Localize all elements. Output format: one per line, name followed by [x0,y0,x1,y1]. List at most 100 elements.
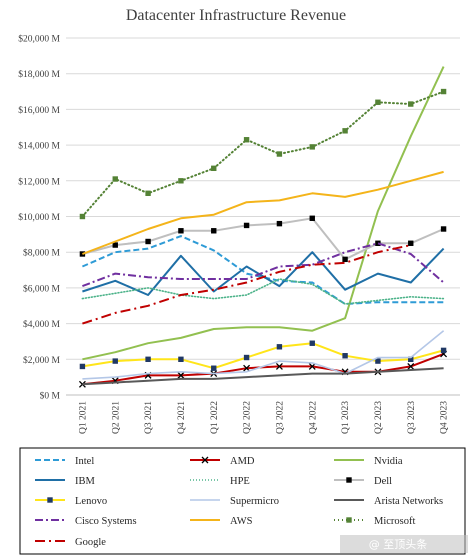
legend-label: Intel [75,456,94,467]
y-tick-labels: $0 M $2,000 M $4,000 M $6,000 M $8,000 M $10,… [18,34,60,402]
legend-label: AWS [230,516,253,527]
data-point [145,238,151,245]
series-line [82,66,445,361]
series-supermicro [82,330,445,380]
legend-item: HPE [190,476,250,487]
legend-item: Lenovo [35,496,107,507]
legend-label: IBM [75,476,96,487]
legend-label: Nvidia [374,456,403,467]
x-tick-label: Q3 2023 [407,401,417,434]
data-point [276,344,283,350]
series-google [82,244,412,325]
series-aws [82,170,444,255]
legend-label: Lenovo [75,496,107,507]
legend-label: AMD [230,456,255,467]
data-point [375,358,381,364]
legend-label: Cisco Systems [75,516,137,527]
legend-item: Intel [35,456,94,467]
series-lenovo [79,340,447,371]
legend-item: Nvidia [334,456,403,467]
series-arista-networks [82,367,444,386]
legend-label: HPE [230,476,250,487]
y-tick-label: $20,000 M [18,34,60,45]
legend-label: Microsoft [374,516,415,527]
x-tick-label: Q2 2023 [374,401,384,434]
data-point [211,165,217,172]
data-point [342,256,348,263]
y-tick-label: $2,000 M [23,355,61,366]
data-point [276,220,283,227]
legend-item: Google [35,537,106,548]
data-point [407,362,415,370]
x-tick-label: Q2 2021 [111,401,121,434]
data-point [408,356,414,362]
data-point [145,356,151,362]
x-tick-label: Q2 2022 [243,401,253,434]
series-line [82,170,444,255]
data-point [346,477,352,483]
data-point [275,362,283,370]
data-point [309,215,315,221]
data-point [243,364,251,372]
legend-item: Microsoft [334,516,415,527]
x-tick-label: Q4 2023 [440,401,450,434]
data-point [408,101,414,107]
legend-item: AMD [190,456,255,467]
data-point [47,497,53,503]
x-tick-label: Q4 2022 [308,401,318,434]
series-line [82,244,412,325]
data-point [308,362,316,370]
series-line [82,330,445,380]
data-point [440,226,447,232]
data-point [276,151,283,157]
data-point [440,88,447,95]
data-point [178,356,184,362]
legend-item: Dell [334,476,392,487]
data-point [342,353,348,359]
x-tick-labels: Q1 2021 Q2 2021 Q3 2021 Q4 2021 Q1 2022 Q2 20… [78,401,449,434]
data-point [112,176,118,182]
legend-label: Supermicro [230,496,279,507]
legend-item: Cisco Systems [35,516,137,527]
y-tick-label: $10,000 M [18,212,60,223]
data-point [375,99,381,105]
chart-title: Datacenter Infrastructure Revenue [126,7,346,24]
series-microsoft [79,88,447,220]
data-point [375,240,381,246]
data-point [177,371,185,379]
data-point [112,358,118,364]
data-point [440,347,447,354]
y-tick-label: $12,000 M [18,176,60,187]
x-tick-label: Q1 2021 [78,401,88,434]
y-tick-label: $4,000 M [23,319,61,330]
data-point [79,363,86,370]
series-line [82,235,444,305]
legend-label: Arista Networks [374,496,443,507]
series-line [82,242,445,288]
legend-label: Dell [374,476,392,487]
data-point [408,240,414,246]
data-point [178,178,184,184]
legend-item: AWS [190,516,253,527]
watermark-background [340,535,468,553]
y-tick-label: $14,000 M [18,141,60,152]
y-tick-label: $8,000 M [23,248,61,259]
y-tick-label: $16,000 M [18,105,60,116]
x-tick-label: Q4 2021 [177,401,187,434]
data-point [79,213,86,220]
series-nvidia [82,66,445,361]
data-point [243,137,250,143]
y-tick-label: $18,000 M [18,69,60,80]
x-tick-label: Q1 2023 [341,401,351,434]
data-point [112,242,118,248]
data-point [178,228,184,234]
legend-item: IBM [35,476,96,487]
series-line [81,90,445,218]
series-hpe [81,278,445,305]
series-line [82,217,444,261]
data-point [309,340,315,346]
data-point [145,190,151,196]
y-tick-label: $0 M [40,391,61,402]
data-point [201,456,209,464]
